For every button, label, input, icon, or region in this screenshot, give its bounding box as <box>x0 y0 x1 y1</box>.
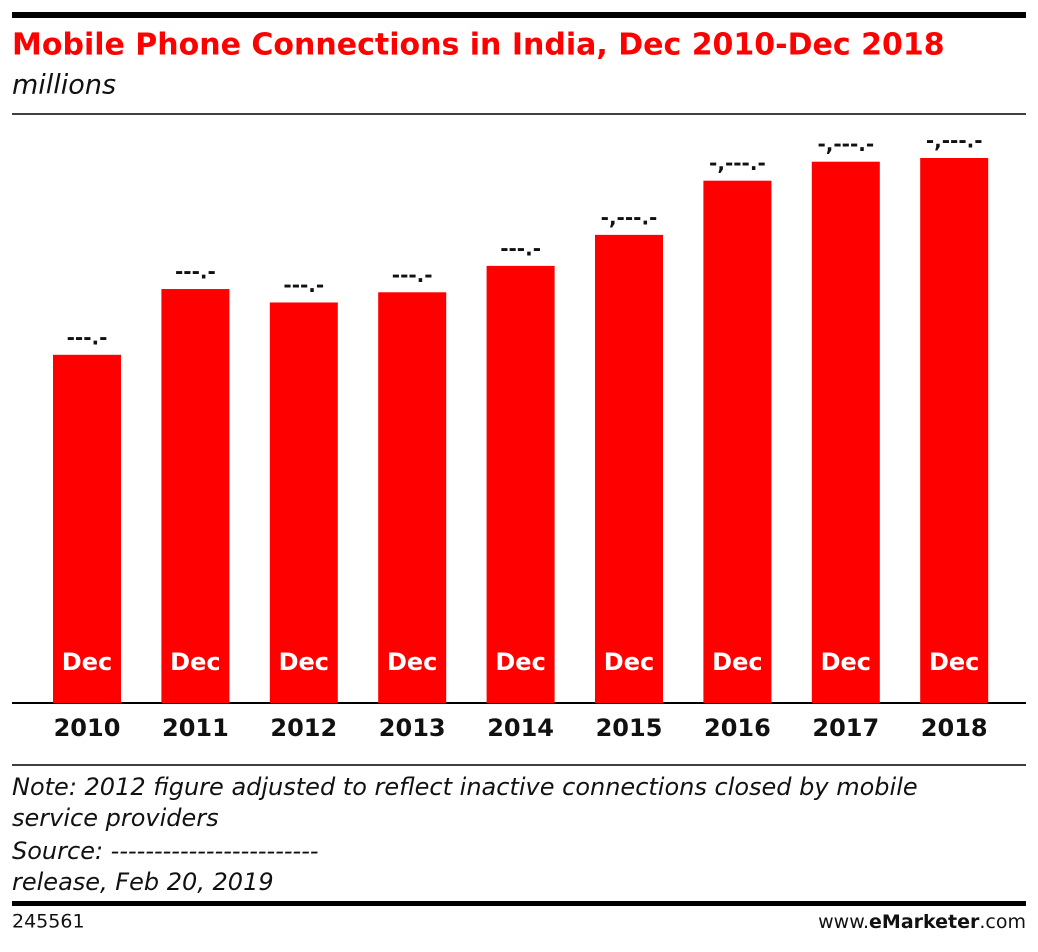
value-label: -,---.- <box>709 151 766 175</box>
x-tick-label: 2013 <box>379 714 446 742</box>
bar <box>269 302 338 703</box>
bar <box>53 354 121 703</box>
bar <box>811 161 880 703</box>
value-label: -,---.- <box>926 129 983 153</box>
x-tick-label: 2011 <box>162 714 229 742</box>
bar-label: Dec <box>495 648 545 676</box>
bar-label: Dec <box>712 648 762 676</box>
bar <box>920 158 989 703</box>
value-label: ---.- <box>67 325 108 349</box>
bar <box>703 180 772 704</box>
bar <box>595 234 663 703</box>
bar-label: Dec <box>821 648 871 676</box>
value-label: ---.- <box>392 263 433 287</box>
value-label: -,---.- <box>817 132 874 156</box>
x-tick-label: 2018 <box>921 714 988 742</box>
site: www.eMarketer.com <box>818 911 1026 933</box>
bar <box>378 292 447 703</box>
chart-title: Mobile Phone Connections in India, Dec 2… <box>12 28 945 63</box>
x-tick-label: 2015 <box>596 714 663 742</box>
value-label: -,---.- <box>601 205 658 229</box>
chart-subtitle: millions <box>12 70 116 101</box>
bar-label: Dec <box>170 648 220 676</box>
bar <box>486 265 555 703</box>
bar-label: Dec <box>279 648 329 676</box>
site-part: .com <box>979 911 1026 933</box>
x-tick-label: 2010 <box>54 714 121 742</box>
x-tick-label: 2012 <box>270 714 337 742</box>
note: service providers <box>12 804 219 832</box>
x-tick-label: 2017 <box>812 714 879 742</box>
bottom-rule <box>12 901 1026 906</box>
bar-label: Dec <box>387 648 437 676</box>
x-tick-label: 2016 <box>704 714 771 742</box>
top-rule <box>12 12 1026 18</box>
x-tick-label: 2014 <box>487 714 554 742</box>
value-label: ---.- <box>175 260 216 284</box>
note: Note: 2012 figure adjusted to reflect in… <box>12 773 918 801</box>
bar-label: Dec <box>929 648 979 676</box>
bar <box>161 289 230 703</box>
value-label: ---.- <box>500 236 541 260</box>
value-label: ---.- <box>283 273 324 297</box>
chart-id: 245561 <box>12 911 85 933</box>
bar-label: Dec <box>62 648 112 676</box>
site-part: eMarketer <box>869 911 980 933</box>
note: Source: ------------------------ <box>12 837 319 865</box>
bar-label: Dec <box>604 648 654 676</box>
site-part: www. <box>818 911 869 933</box>
note: release, Feb 20, 2019 <box>12 868 274 896</box>
